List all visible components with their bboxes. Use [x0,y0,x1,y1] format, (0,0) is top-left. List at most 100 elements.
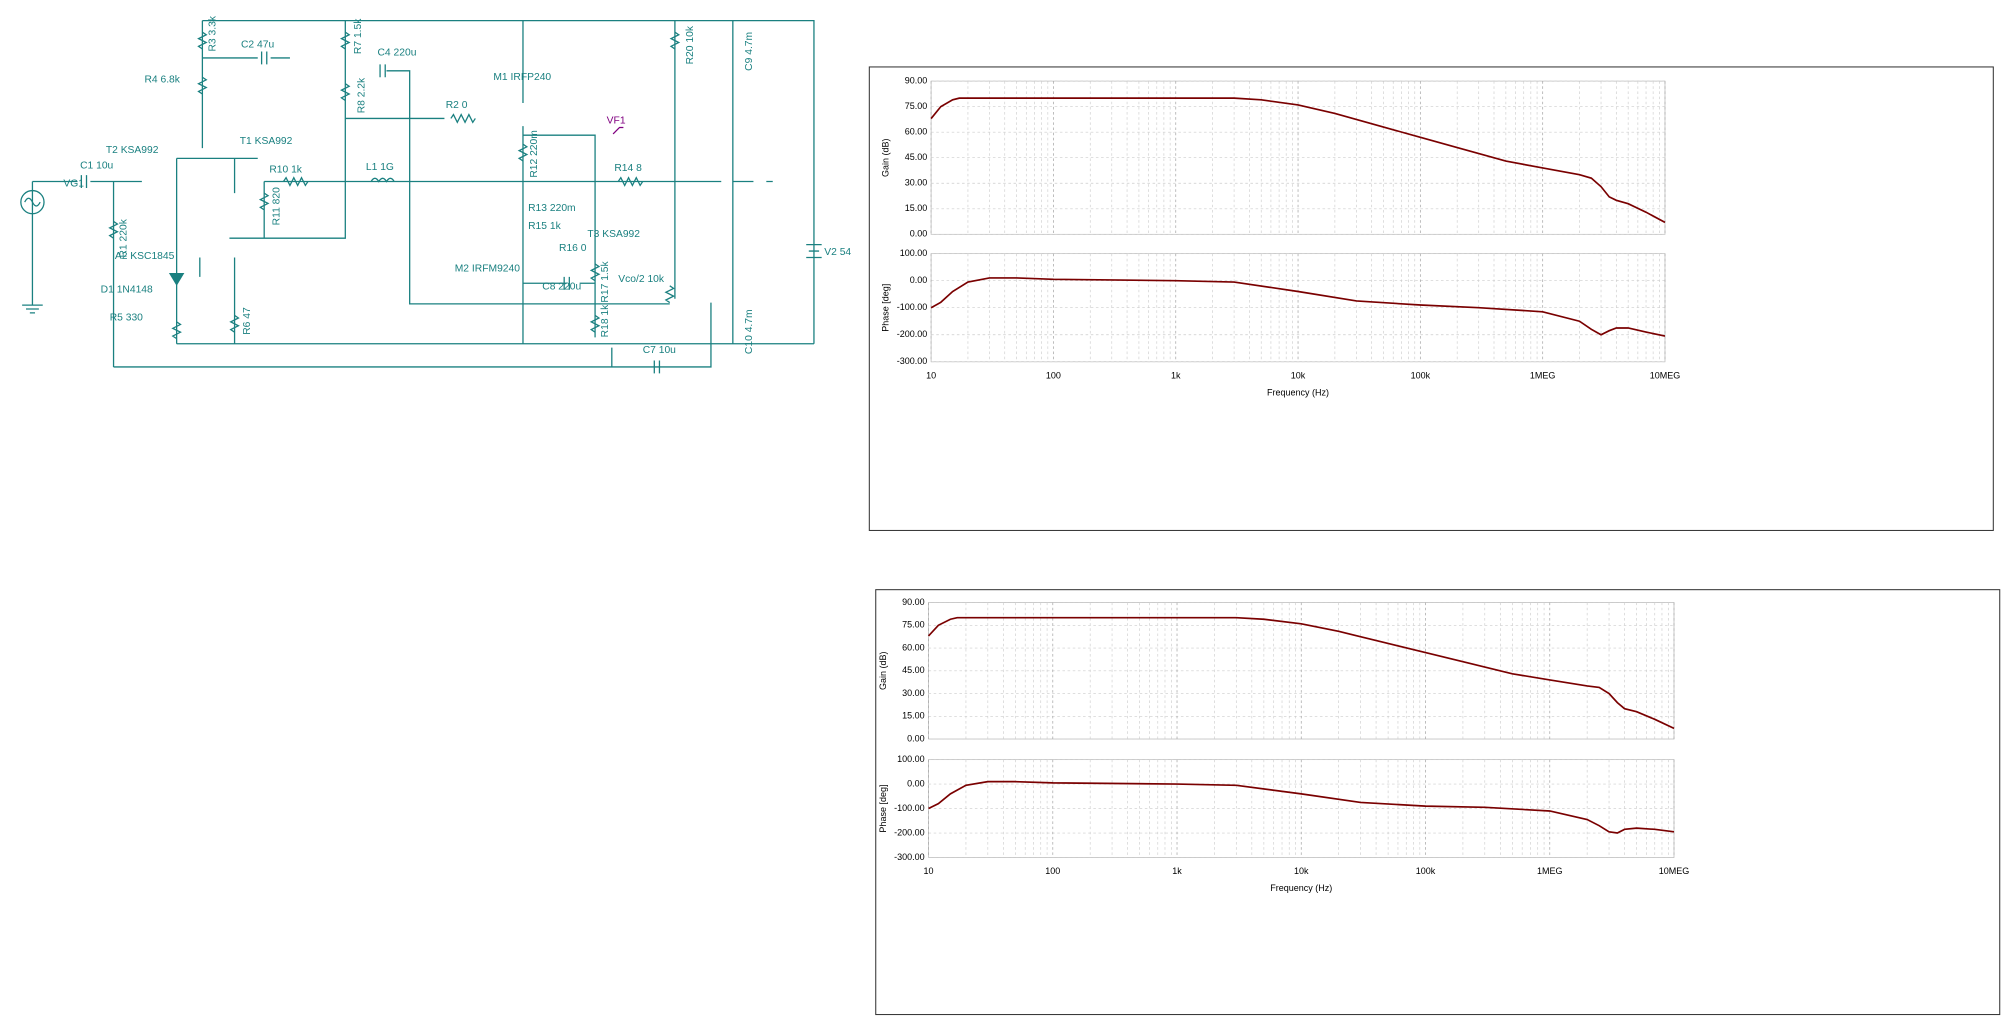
inductor [370,177,395,183]
label: C4 220u [377,47,416,58]
y-axis-label: Phase [deg] [878,785,888,833]
label: M1 IRFP240 [493,72,551,83]
label: T3 KSA992 [587,229,640,240]
wires [31,19,815,368]
y-tick-label: 30.00 [905,178,928,188]
label: R17 1.5k [600,260,611,302]
x-tick-label: 10 [924,866,934,876]
line-series [928,780,1675,834]
x-tick-label: 1MEG [1537,866,1563,876]
x-tick-label: 100 [1045,866,1060,876]
x-tick-label: 10MEG [1650,370,1681,380]
label: Vco/2 10k [618,274,665,285]
y-tick-label: 90.00 [902,597,925,607]
label: L1 1G [366,162,394,173]
line-series [930,97,1666,224]
ground [22,304,43,314]
diode [168,272,185,286]
label: R8 2.2k [357,77,368,113]
label: R16 0 [559,243,587,254]
label: R18 1k [600,304,611,337]
x-axis-label: Frequency (Hz) [1270,883,1332,893]
x-tick-label: 1k [1171,370,1181,380]
y-tick-label: 45.00 [905,152,928,162]
label: R1 220k [118,218,129,257]
charts: 0.00 15.00 30.00 45.00 60.00 75.00 90.00 Gain (… [878,75,1689,892]
line-series [930,277,1666,337]
probe [612,126,624,135]
label: R10 1k [269,165,302,176]
label: R12 220m [529,130,540,178]
label: R4 6.8k [144,74,180,85]
label: C10 4.7m [744,309,755,354]
x-axis-label: Frequency (Hz) [1267,387,1329,397]
y-tick-label: -100.00 [894,803,925,813]
x-tick-label: 1k [1172,866,1182,876]
label: VF1 [607,116,626,127]
capacitors [80,51,661,374]
x-tick-label: 100k [1416,866,1436,876]
labels: R3 3.3k C2 47u R4 6.8k R7 1.5k C4 220u R… [63,15,851,356]
y-tick-label: 0.00 [910,275,928,285]
x-tick-label: 1MEG [1530,370,1556,380]
label: C9 4.7m [744,32,755,71]
y-tick-label: 15.00 [902,711,925,721]
y-tick-label: 0.00 [907,733,925,743]
y-tick-label: 90.00 [905,75,928,85]
y-tick-label: 60.00 [905,127,928,137]
y-tick-label: -200.00 [894,827,925,837]
label: T2 KSA992 [106,145,159,156]
label: R5 330 [110,313,143,324]
x-tick-label: 10MEG [1659,866,1690,876]
label: R20 10k [685,25,696,64]
chart-panel [868,66,1994,531]
line-series [927,616,1675,730]
y-tick-label: 45.00 [902,665,925,675]
y-tick-label: 60.00 [902,642,925,652]
chart-panel [875,589,2001,1016]
label: C1 10u [80,161,113,172]
y-tick-label: 0.00 [907,778,925,788]
label: M2 IRFM9240 [455,264,521,275]
resistors [108,31,681,340]
label: D1 1N4148 [101,284,153,295]
battery [806,243,822,259]
x-tick-label: 100k [1411,370,1431,380]
label: A2 KSC1845 [115,251,175,262]
label: R14 8 [614,163,642,174]
label: R2 0 [446,100,468,111]
label: R13 220m [528,203,576,214]
y-tick-label: 0.00 [910,229,928,239]
label: R3 3.3k [207,15,218,51]
label: R6 47 [242,307,253,335]
y-tick-label: 100.00 [897,754,925,764]
label: V2 54 [824,247,851,258]
y-tick-label: -300.00 [894,852,925,862]
label: C2 47u [241,40,274,51]
y-tick-label: -300.00 [897,356,928,366]
y-tick-label: 75.00 [902,620,925,630]
label: T1 KSA992 [240,136,293,147]
x-tick-label: 10 [926,370,936,380]
x-tick-label: 100 [1046,370,1061,380]
y-axis-label: Gain (dB) [878,652,888,691]
y-tick-label: 75.00 [905,101,928,111]
y-tick-label: 100.00 [900,248,928,258]
x-tick-label: 10k [1294,866,1309,876]
signal-source [20,189,45,215]
source-symbol [24,197,41,207]
label: R7 1.5k [353,18,364,54]
label: C8 220u [542,282,581,293]
y-tick-label: 30.00 [902,688,925,698]
label: R15 1k [528,221,561,232]
y-axis-label: Gain (dB) [881,138,891,177]
y-tick-label: 15.00 [905,203,928,213]
y-axis-label: Phase [deg] [881,284,891,332]
label: R11 820 [272,187,283,225]
y-tick-label: -200.00 [897,329,928,339]
y-tick-label: -100.00 [897,302,928,312]
schematic: R3 3.3k C2 47u R4 6.8k R7 1.5k C4 220u R… [20,15,851,374]
label: VG1 [63,179,84,190]
